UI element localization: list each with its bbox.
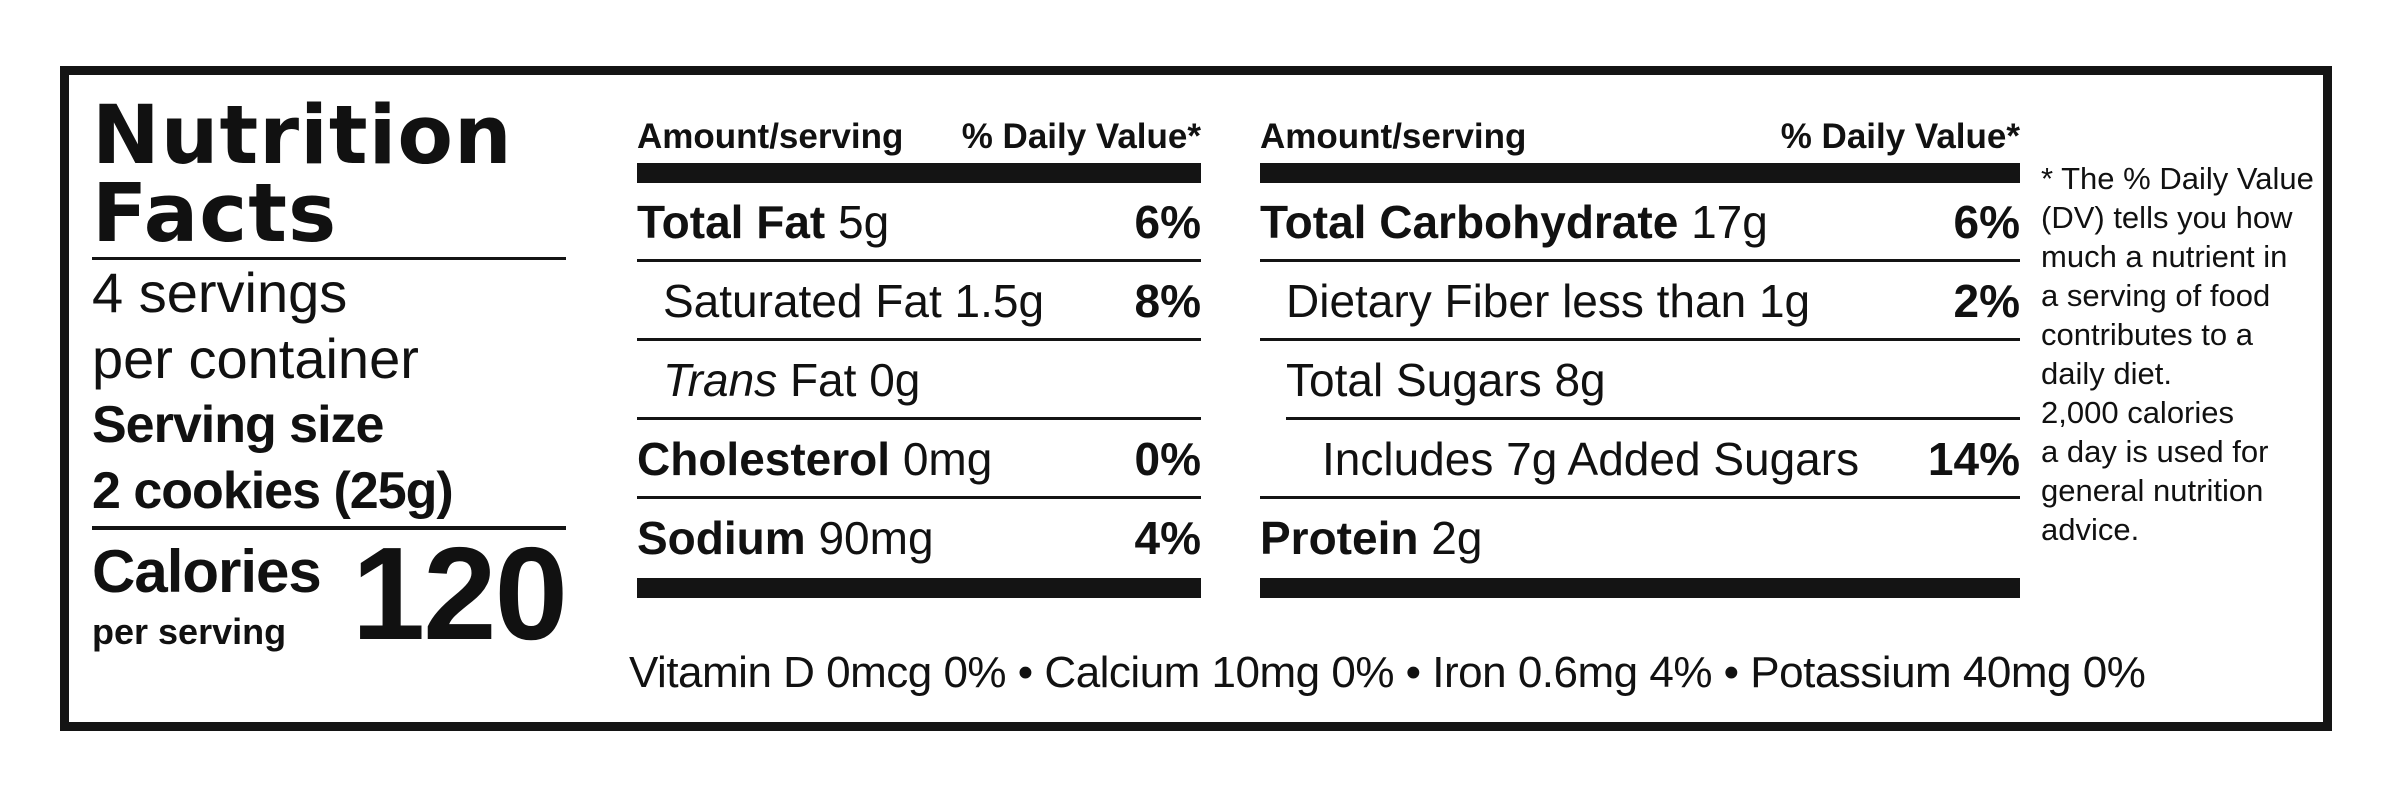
calories-value: 120 <box>351 520 568 667</box>
nutrient-dv: 2% <box>1953 275 2020 327</box>
vitamins-minerals-line: Vitamin D 0mcg 0% • Calcium 10mg 0% • Ir… <box>629 648 2146 697</box>
nutrient-name: Saturated Fat 1.5g <box>663 275 1045 327</box>
nutrient-row-saturated-fat: Saturated Fat 1.5g 8% <box>637 262 1201 341</box>
calories-row: Calories per serving 120 <box>92 524 568 664</box>
serving-size-value: 2 cookies (25g) <box>92 462 454 520</box>
daily-value-footnote: * The % Daily Value (DV) tells you how m… <box>2041 159 2331 549</box>
nutrient-dv: 14% <box>1927 433 2020 485</box>
nutrient-name: Protein <box>1260 512 1419 564</box>
servings-line2: per container <box>92 327 419 390</box>
nutrient-row-total-sugars: Total Sugars 8g <box>1260 341 2020 420</box>
divider <box>92 526 566 530</box>
dv-label: % Daily Value* <box>1780 117 2020 156</box>
title-line2: Facts <box>92 167 338 261</box>
nutrient-amount: 90mg <box>818 512 934 564</box>
nutrient-dv: 0% <box>1134 433 1201 485</box>
header-section: Nutrition Facts 4 servings per container… <box>92 89 568 664</box>
nutrient-row-sodium: Sodium 90mg 4% <box>637 499 1201 578</box>
nutrient-column-left: Amount/serving % Daily Value* Total Fat … <box>637 115 1201 598</box>
column-header: Amount/serving % Daily Value* <box>637 115 1201 159</box>
nutrient-name: Sodium <box>637 512 806 564</box>
nutrient-dv: 4% <box>1134 512 1201 564</box>
thick-divider <box>1260 163 2020 183</box>
nutrient-dv: 8% <box>1134 275 1201 327</box>
footnote-line: (DV) tells you how <box>2041 200 2293 235</box>
title-line1: Nutrition <box>92 89 513 183</box>
nutrient-dv: 6% <box>1953 196 2020 248</box>
nutrient-amount: 2g <box>1431 512 1483 564</box>
nutrient-name: Total Carbohydrate <box>1260 196 1679 248</box>
footnote-line: daily diet. <box>2041 356 2172 391</box>
nutrient-name: Dietary Fiber less than 1g <box>1286 275 1811 327</box>
nutrient-row-total-fat: Total Fat 5g 6% <box>637 183 1201 262</box>
nutrient-name: Cholesterol <box>637 433 891 485</box>
nutrient-row-dietary-fiber: Dietary Fiber less than 1g 2% <box>1260 262 2020 341</box>
nutrient-name: Total Fat <box>637 196 826 248</box>
nutrient-name: Includes 7g Added Sugars <box>1322 433 1860 485</box>
servings-line1: 4 servings <box>92 261 348 324</box>
footnote-line: a serving of food <box>2041 278 2271 313</box>
footnote-line: contributes to a <box>2041 317 2253 352</box>
nutrition-facts-panel: Nutrition Facts 4 servings per container… <box>60 66 2332 731</box>
column-header: Amount/serving % Daily Value* <box>1260 115 2020 159</box>
nutrient-name: Fat 0g <box>789 354 921 406</box>
nutrient-row-total-carbohydrate: Total Carbohydrate 17g 6% <box>1260 183 2020 262</box>
nutrient-amount: 0mg <box>902 433 993 485</box>
calories-sub: per serving <box>92 611 287 652</box>
serving-size-label: Serving size <box>92 396 384 454</box>
footnote-line: 2,000 calories <box>2041 395 2235 430</box>
thick-divider <box>637 163 1201 183</box>
amount-label: Amount/serving <box>637 117 904 156</box>
nutrient-dv: 6% <box>1134 196 1201 248</box>
nutrient-row-trans-fat: Trans Fat 0g <box>637 341 1201 420</box>
nutrient-row-cholesterol: Cholesterol 0mg 0% <box>637 420 1201 499</box>
nutrient-amount: 5g <box>838 196 890 248</box>
footnote-line: * The % Daily Value <box>2041 161 2314 196</box>
nutrient-column-right: Amount/serving % Daily Value* Total Carb… <box>1260 115 2020 598</box>
thick-divider <box>637 578 1201 598</box>
dv-label: % Daily Value* <box>961 117 1201 156</box>
footnote-line: general nutrition <box>2041 473 2264 508</box>
divider <box>92 257 566 260</box>
footnote-line: a day is used for <box>2041 434 2269 469</box>
nutrient-row-added-sugars: Includes 7g Added Sugars 14% <box>1260 420 2020 499</box>
footnote-line: advice. <box>2041 512 2140 547</box>
nutrient-amount: 17g <box>1691 196 1768 248</box>
nutrient-name: Total Sugars 8g <box>1286 354 1606 406</box>
amount-label: Amount/serving <box>1260 117 1527 156</box>
footnote-line: much a nutrient in <box>2041 239 2288 274</box>
nutrient-row-protein: Protein 2g <box>1260 499 2020 578</box>
nutrient-name-italic: Trans <box>663 354 778 406</box>
thick-divider <box>1260 578 2020 598</box>
calories-label: Calories <box>92 538 322 605</box>
